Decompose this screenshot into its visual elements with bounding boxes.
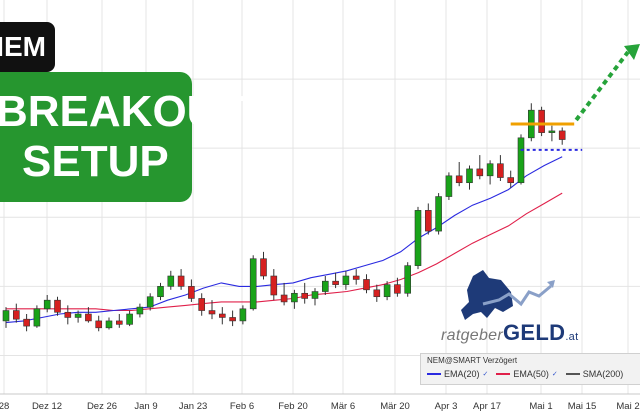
candle-body <box>435 196 442 232</box>
x-tick-label: 28 <box>0 401 9 412</box>
candle-body <box>219 313 226 318</box>
legend-label-sma200: SMA(200) <box>582 369 624 379</box>
candle-body <box>23 318 30 327</box>
candle-body <box>301 292 309 299</box>
candle-body <box>95 320 102 329</box>
candle-body <box>538 109 545 133</box>
ema20-swatch <box>427 373 441 375</box>
candle-body <box>548 130 556 133</box>
x-axis-labels: 28 Dez 12 Dez 26 Jan 9 Jan 23 Feb 6 Feb 20 Mär … <box>0 401 640 412</box>
x-tick-label: Mai 2 <box>616 401 639 412</box>
candle-body <box>64 311 72 318</box>
x-tick-label: Dez 12 <box>32 401 62 412</box>
check-icon: ✓ <box>482 371 489 378</box>
candle-body <box>373 289 381 298</box>
candle-body <box>507 177 515 184</box>
setup-line-1: BREAKOUT <box>0 87 246 136</box>
candle-body <box>424 210 432 232</box>
candles <box>2 103 566 332</box>
candle-body <box>517 137 525 184</box>
candle-body <box>455 175 463 184</box>
candle-body <box>126 313 133 325</box>
brand-logo <box>461 270 555 320</box>
x-tick-label: Mär 20 <box>380 401 410 412</box>
brand-part-2: GELD <box>503 320 566 345</box>
x-tick-label: Apr 17 <box>473 401 501 412</box>
legend-item-ema50[interactable]: EMA(50) ✓ <box>496 369 558 379</box>
candle-body <box>445 175 453 197</box>
candle-body <box>74 313 82 318</box>
candle-body <box>466 168 473 184</box>
brand-name: ratgeberGELD.at <box>441 320 578 346</box>
candle-body <box>177 275 185 287</box>
candle-body <box>198 298 205 311</box>
candle-body <box>239 308 247 322</box>
candle-body <box>229 317 236 322</box>
candle-body <box>311 291 319 299</box>
ticker-label: NEM <box>0 22 55 72</box>
candle-body <box>497 163 504 178</box>
candle-body <box>146 296 154 308</box>
legend-label-ema20: EMA(20) <box>444 369 480 379</box>
candle-body <box>476 168 484 177</box>
sma200-swatch <box>565 373 580 375</box>
legend-label-ema50: EMA(50) <box>513 369 549 379</box>
x-tick-label: Jan 23 <box>179 401 208 412</box>
brand-part-3: .at <box>565 331 579 343</box>
x-tick-label: Feb 6 <box>230 401 254 412</box>
legend-item-sma200[interactable]: SMA(200) <box>565 369 624 379</box>
candle-body <box>260 258 267 277</box>
x-tick-label: Mai 15 <box>568 401 597 412</box>
candle-body <box>280 294 288 303</box>
candle-body <box>342 275 350 285</box>
candle-body <box>136 306 144 315</box>
brand-part-1: ratgeber <box>441 327 503 344</box>
candle-body <box>116 320 123 325</box>
ema50-swatch <box>496 373 511 375</box>
candle-body <box>558 130 566 140</box>
x-tick-label: Mai 1 <box>529 401 552 412</box>
check-icon: ✓ <box>551 371 558 378</box>
candle-body <box>270 275 278 296</box>
x-tick-label: Apr 3 <box>435 401 458 412</box>
candle-body <box>54 299 61 313</box>
x-tick-label: Mär 6 <box>331 401 355 412</box>
setup-label: BREAKOUT SETUP <box>0 72 245 202</box>
candle-body <box>208 310 216 315</box>
candle-body <box>105 320 113 329</box>
candle-body <box>291 292 298 303</box>
candle-body <box>167 275 175 287</box>
x-tick-label: Feb 20 <box>278 401 308 412</box>
candle-body <box>404 265 412 294</box>
candle-body <box>383 284 391 298</box>
candle-body <box>352 275 360 280</box>
legend-item-ema20[interactable]: EMA(20) ✓ <box>427 369 488 379</box>
candle-body <box>157 286 164 298</box>
candle-body <box>85 313 92 322</box>
ticker-text: NEM <box>0 31 46 62</box>
annotations <box>510 44 640 151</box>
x-tick-label: Dez 26 <box>87 401 117 412</box>
candle-body <box>2 310 10 322</box>
candle-body <box>33 308 41 327</box>
candle-body <box>486 163 494 177</box>
candle-body <box>188 286 195 299</box>
setup-line-2: SETUP <box>22 137 169 186</box>
candle-body <box>249 258 257 310</box>
candle-body <box>363 279 370 291</box>
candle-body <box>43 299 51 310</box>
legend-title: NEM@SMART Verzögert <box>427 356 518 365</box>
candle-body <box>394 284 401 294</box>
x-tick-label: Jan 9 <box>134 401 157 412</box>
breakout-arrow-line <box>574 50 630 122</box>
candle-body <box>13 310 20 320</box>
breakout-arrow-head <box>624 44 640 60</box>
candle-body <box>414 210 422 266</box>
candle-body <box>332 280 339 285</box>
legend-panel: NEM@SMART Verzögert EMA(20) ✓ EMA(50) ✓ … <box>420 353 640 385</box>
legend-row: EMA(20) ✓ EMA(50) ✓ SMA(200) <box>427 369 623 379</box>
candle-body <box>321 280 329 292</box>
